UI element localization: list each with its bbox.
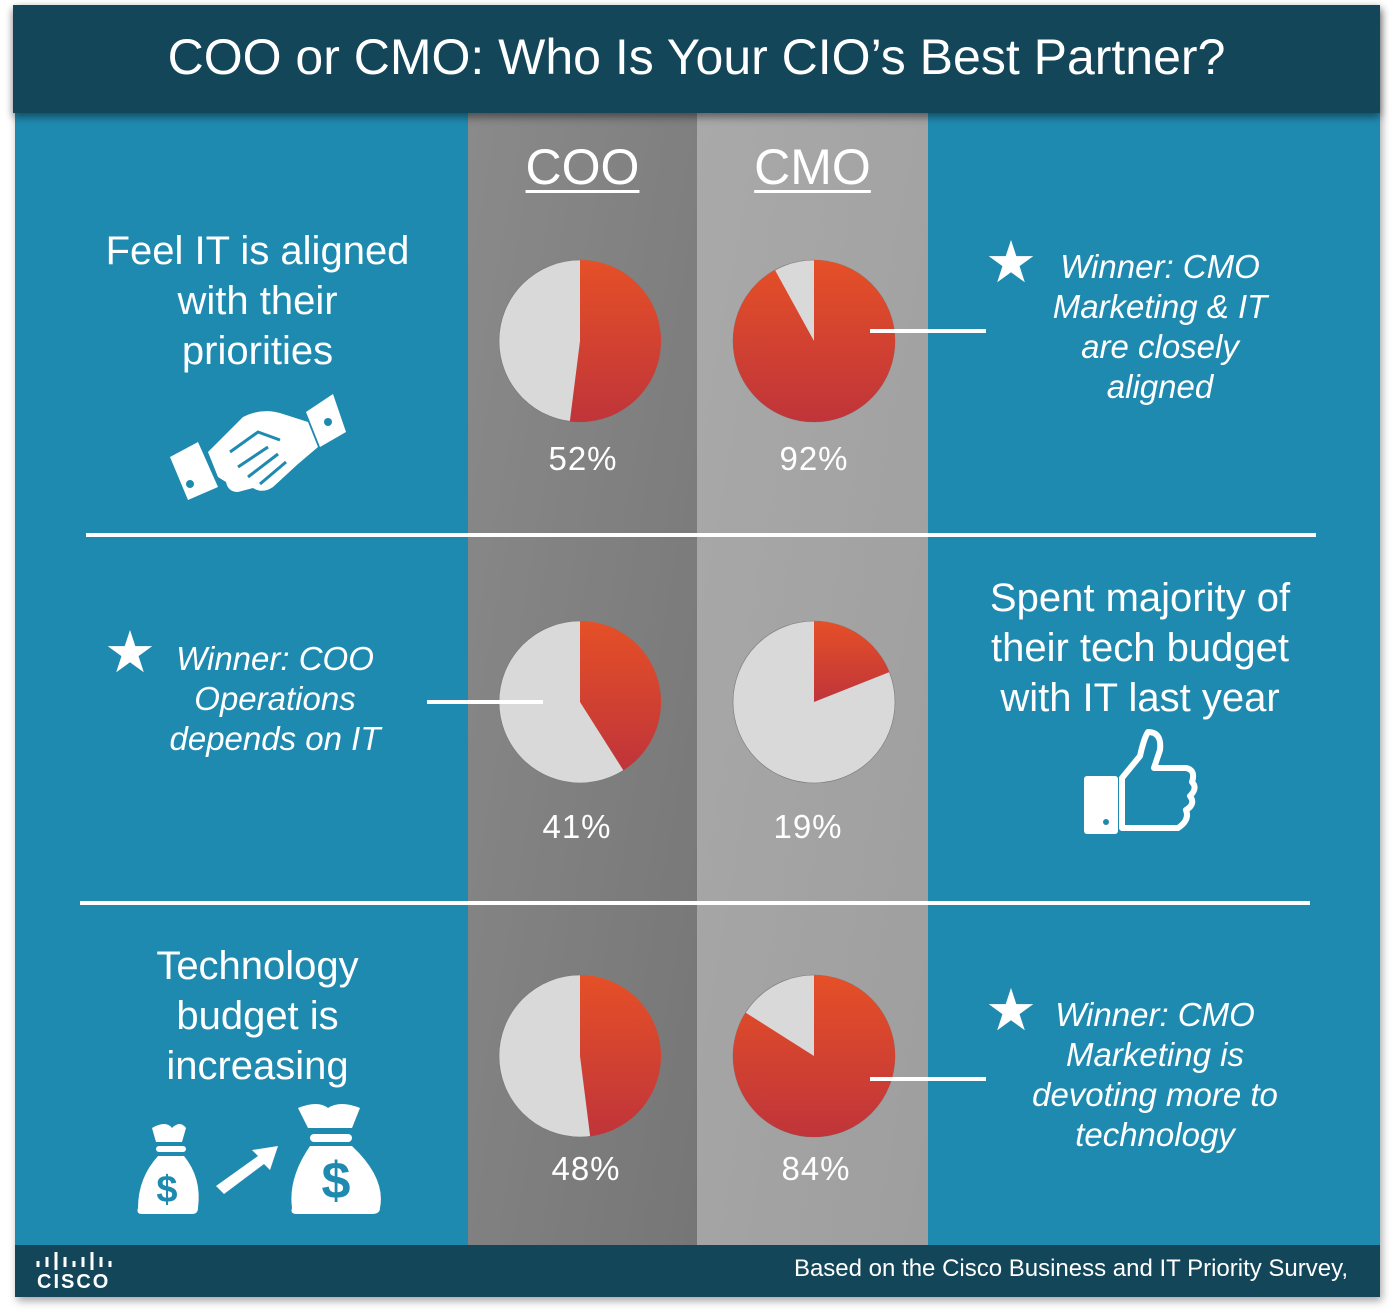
winner-line: devoting more to bbox=[1032, 1076, 1278, 1113]
winner-line: aligned bbox=[1106, 368, 1214, 405]
pie-value-slice bbox=[733, 260, 896, 423]
label-line: Feel IT is aligned bbox=[105, 229, 410, 273]
svg-text:$: $ bbox=[322, 1152, 351, 1210]
label-line: priorities bbox=[181, 329, 334, 373]
winner-line: technology bbox=[1075, 1116, 1235, 1153]
row1-winner-note: Winner: CMO Marketing & IT are closely a… bbox=[1020, 247, 1300, 407]
row-divider bbox=[86, 533, 1316, 537]
pie-cmo-row2 bbox=[732, 620, 896, 784]
label-line: increasing bbox=[166, 1044, 349, 1088]
winner-line: Marketing & IT bbox=[1052, 288, 1268, 325]
pie-coo-row3 bbox=[498, 974, 662, 1138]
row3-label: Technology budget is increasing bbox=[60, 941, 455, 1091]
leader-line bbox=[427, 700, 543, 704]
winner-line: Marketing is bbox=[1066, 1036, 1244, 1073]
pie-label-row3-coo: 48% bbox=[551, 1150, 621, 1187]
thumbs-up-icon bbox=[1084, 729, 1198, 834]
winner-line: depends on IT bbox=[169, 720, 381, 757]
star-icon: ★ bbox=[985, 978, 1037, 1043]
pie-cmo-row3 bbox=[732, 974, 896, 1138]
pie-value-slice bbox=[580, 975, 662, 1137]
pie-value-slice bbox=[580, 621, 661, 771]
pie-value-slice bbox=[569, 260, 661, 422]
pie-label-row2-coo: 41% bbox=[542, 808, 612, 845]
star-icon: ★ bbox=[985, 230, 1037, 295]
row2-label: Spent majority of their tech budget with… bbox=[945, 573, 1335, 723]
leader-line bbox=[870, 1077, 986, 1081]
label-line: Technology bbox=[156, 944, 359, 988]
cisco-wordmark: CISCO bbox=[37, 1271, 111, 1293]
pie-value-slice bbox=[732, 975, 896, 1137]
label-line: budget is bbox=[176, 994, 339, 1038]
pie-label-row3-cmo: 84% bbox=[781, 1150, 851, 1187]
winner-line: Winner: CMO bbox=[1060, 248, 1260, 285]
row1-label: Feel IT is aligned with their priorities bbox=[60, 226, 455, 376]
winner-line: Winner: COO bbox=[176, 640, 374, 677]
winner-line: Winner: CMO bbox=[1055, 996, 1255, 1033]
pie-coo-row2 bbox=[498, 620, 662, 784]
leader-line bbox=[870, 329, 986, 333]
pie-label-row1-cmo: 92% bbox=[779, 440, 849, 477]
source-note: Based on the Cisco Business and IT Prior… bbox=[793, 1255, 1348, 1282]
winner-line: Operations bbox=[194, 680, 356, 717]
pie-value-slice bbox=[814, 621, 890, 702]
column-header-coo: COO bbox=[525, 139, 640, 195]
pie-coo-row1 bbox=[498, 259, 662, 423]
footer: CISCO Based on the Cisco Business and IT… bbox=[15, 1245, 1380, 1297]
svg-text:$: $ bbox=[156, 1169, 177, 1211]
cisco-logo bbox=[36, 1252, 112, 1270]
handshake-icon bbox=[170, 394, 346, 500]
row-divider bbox=[80, 901, 1310, 905]
column-header-cmo: CMO bbox=[754, 139, 871, 195]
page-title: COO or CMO: Who Is Your CIO’s Best Partn… bbox=[13, 5, 1380, 113]
pie-label-row1-coo: 52% bbox=[548, 440, 618, 477]
row2-winner-note: Winner: COO Operations depends on IT bbox=[140, 639, 410, 759]
label-line: Spent majority of bbox=[989, 576, 1291, 620]
label-line: with IT last year bbox=[1000, 676, 1280, 720]
label-line: their tech budget bbox=[991, 626, 1289, 670]
row3-winner-note: Winner: CMO Marketing is devoting more t… bbox=[1015, 995, 1295, 1155]
label-line: with their bbox=[177, 279, 338, 323]
money-bags-growth-icon: $ $ bbox=[137, 1104, 381, 1214]
winner-line: are closely bbox=[1081, 328, 1239, 365]
pie-label-row2-cmo: 19% bbox=[773, 808, 843, 845]
star-icon: ★ bbox=[104, 620, 156, 685]
pie-cmo-row1 bbox=[732, 259, 896, 423]
